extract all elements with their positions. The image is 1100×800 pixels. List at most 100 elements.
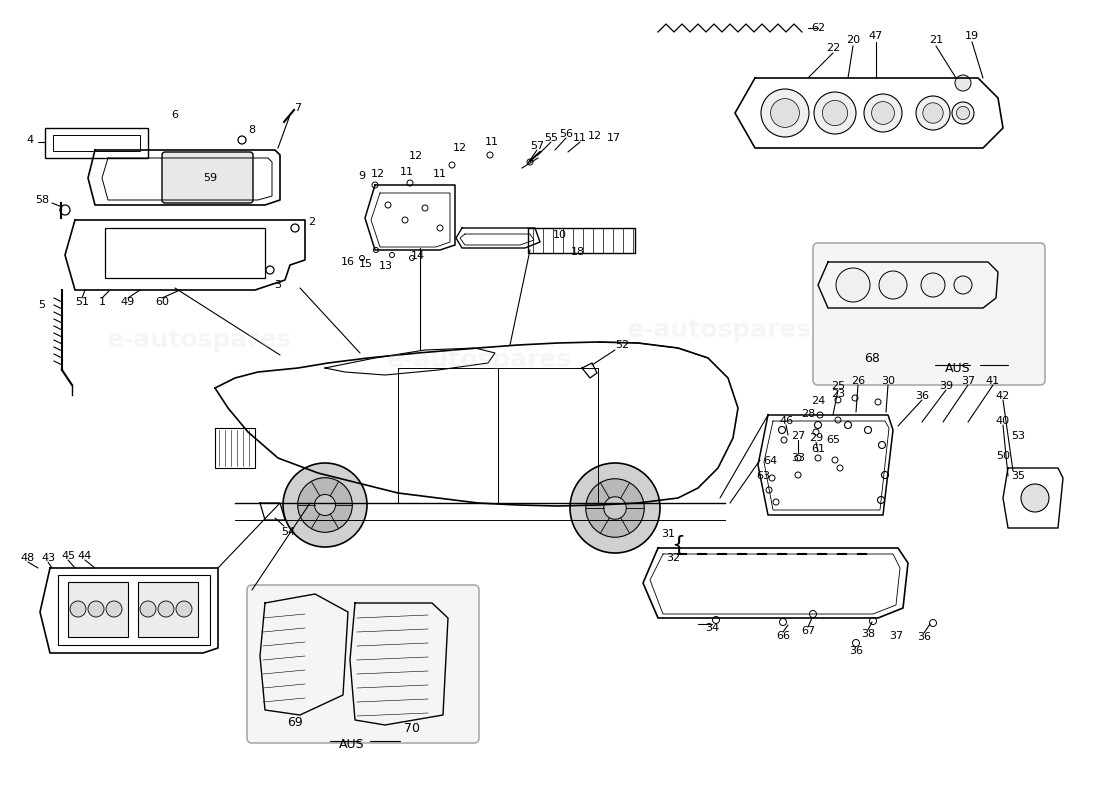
Circle shape (1021, 484, 1049, 512)
Circle shape (761, 89, 808, 137)
Text: 48: 48 (21, 553, 35, 563)
Circle shape (176, 601, 192, 617)
Text: 54: 54 (280, 527, 295, 537)
Circle shape (874, 399, 881, 405)
Circle shape (871, 102, 894, 124)
Circle shape (869, 618, 877, 625)
Circle shape (527, 159, 534, 165)
Circle shape (921, 273, 945, 297)
Circle shape (374, 247, 378, 253)
Text: 10: 10 (553, 230, 566, 240)
Circle shape (70, 601, 86, 617)
Text: 67: 67 (801, 626, 815, 636)
Text: 13: 13 (379, 261, 393, 271)
Circle shape (449, 162, 455, 168)
Circle shape (952, 102, 974, 124)
Text: 14: 14 (411, 251, 425, 261)
Text: 30: 30 (881, 376, 895, 386)
Text: 50: 50 (996, 451, 1010, 461)
Circle shape (916, 96, 950, 130)
Text: e-autospares: e-autospares (108, 328, 293, 352)
Bar (68, 582, 128, 637)
Circle shape (385, 202, 390, 208)
Text: 19: 19 (965, 31, 979, 41)
Circle shape (814, 92, 856, 134)
Text: 33: 33 (791, 453, 805, 463)
Text: 49: 49 (121, 297, 135, 307)
Circle shape (298, 478, 352, 532)
Text: 42: 42 (996, 391, 1010, 401)
Circle shape (372, 182, 378, 188)
Circle shape (852, 395, 858, 401)
Text: 8: 8 (249, 125, 255, 135)
Circle shape (795, 455, 801, 461)
Circle shape (823, 100, 848, 126)
Text: 12: 12 (409, 151, 424, 161)
Circle shape (814, 422, 822, 429)
Text: 58: 58 (35, 195, 50, 205)
Text: 51: 51 (75, 297, 89, 307)
Circle shape (315, 494, 336, 515)
Text: 47: 47 (869, 31, 883, 41)
Circle shape (955, 75, 971, 91)
Text: 36: 36 (849, 646, 864, 656)
Circle shape (771, 98, 800, 127)
Circle shape (585, 478, 645, 538)
Text: 29: 29 (808, 433, 823, 443)
Bar (138, 582, 198, 637)
Circle shape (781, 437, 786, 443)
Text: 21: 21 (928, 35, 943, 45)
Text: 12: 12 (453, 143, 468, 153)
Circle shape (845, 422, 851, 429)
Text: 37: 37 (961, 376, 975, 386)
Circle shape (956, 106, 969, 119)
Text: 39: 39 (939, 381, 953, 391)
Circle shape (930, 619, 936, 626)
Text: 61: 61 (811, 444, 825, 454)
Text: 52: 52 (615, 340, 629, 350)
Circle shape (570, 463, 660, 553)
Text: 55: 55 (544, 133, 558, 143)
Text: 28: 28 (801, 409, 815, 419)
Circle shape (832, 457, 838, 463)
Text: 66: 66 (776, 631, 790, 641)
Circle shape (795, 472, 801, 478)
Text: 12: 12 (587, 131, 602, 141)
Circle shape (835, 417, 842, 423)
Text: AUS: AUS (339, 738, 365, 750)
Text: 38: 38 (861, 629, 876, 639)
Text: 53: 53 (1011, 431, 1025, 441)
Text: 23: 23 (830, 389, 845, 399)
Text: 9: 9 (359, 171, 365, 181)
Circle shape (879, 271, 908, 299)
Circle shape (409, 255, 415, 261)
Circle shape (852, 639, 859, 646)
Text: e-autospares: e-autospares (627, 318, 813, 342)
Circle shape (140, 601, 156, 617)
Text: 40: 40 (996, 416, 1010, 426)
Text: 7: 7 (295, 103, 301, 113)
Text: 43: 43 (41, 553, 55, 563)
Circle shape (865, 426, 871, 434)
Circle shape (389, 253, 395, 258)
FancyBboxPatch shape (162, 152, 253, 203)
Circle shape (810, 610, 816, 618)
Text: 63: 63 (756, 471, 770, 481)
Text: 57: 57 (530, 141, 544, 151)
Text: 69: 69 (287, 715, 303, 729)
Text: 18: 18 (571, 247, 585, 257)
Circle shape (954, 276, 972, 294)
Text: 26: 26 (851, 376, 865, 386)
Text: 36: 36 (917, 632, 931, 642)
FancyBboxPatch shape (248, 585, 478, 743)
Circle shape (836, 268, 870, 302)
Text: 44: 44 (78, 551, 92, 561)
Text: 36: 36 (915, 391, 930, 401)
Text: 65: 65 (826, 435, 840, 445)
Circle shape (769, 475, 776, 481)
Circle shape (779, 426, 785, 434)
Text: 68: 68 (865, 351, 880, 365)
Text: 31: 31 (661, 529, 675, 539)
Circle shape (813, 429, 820, 435)
Circle shape (158, 601, 174, 617)
